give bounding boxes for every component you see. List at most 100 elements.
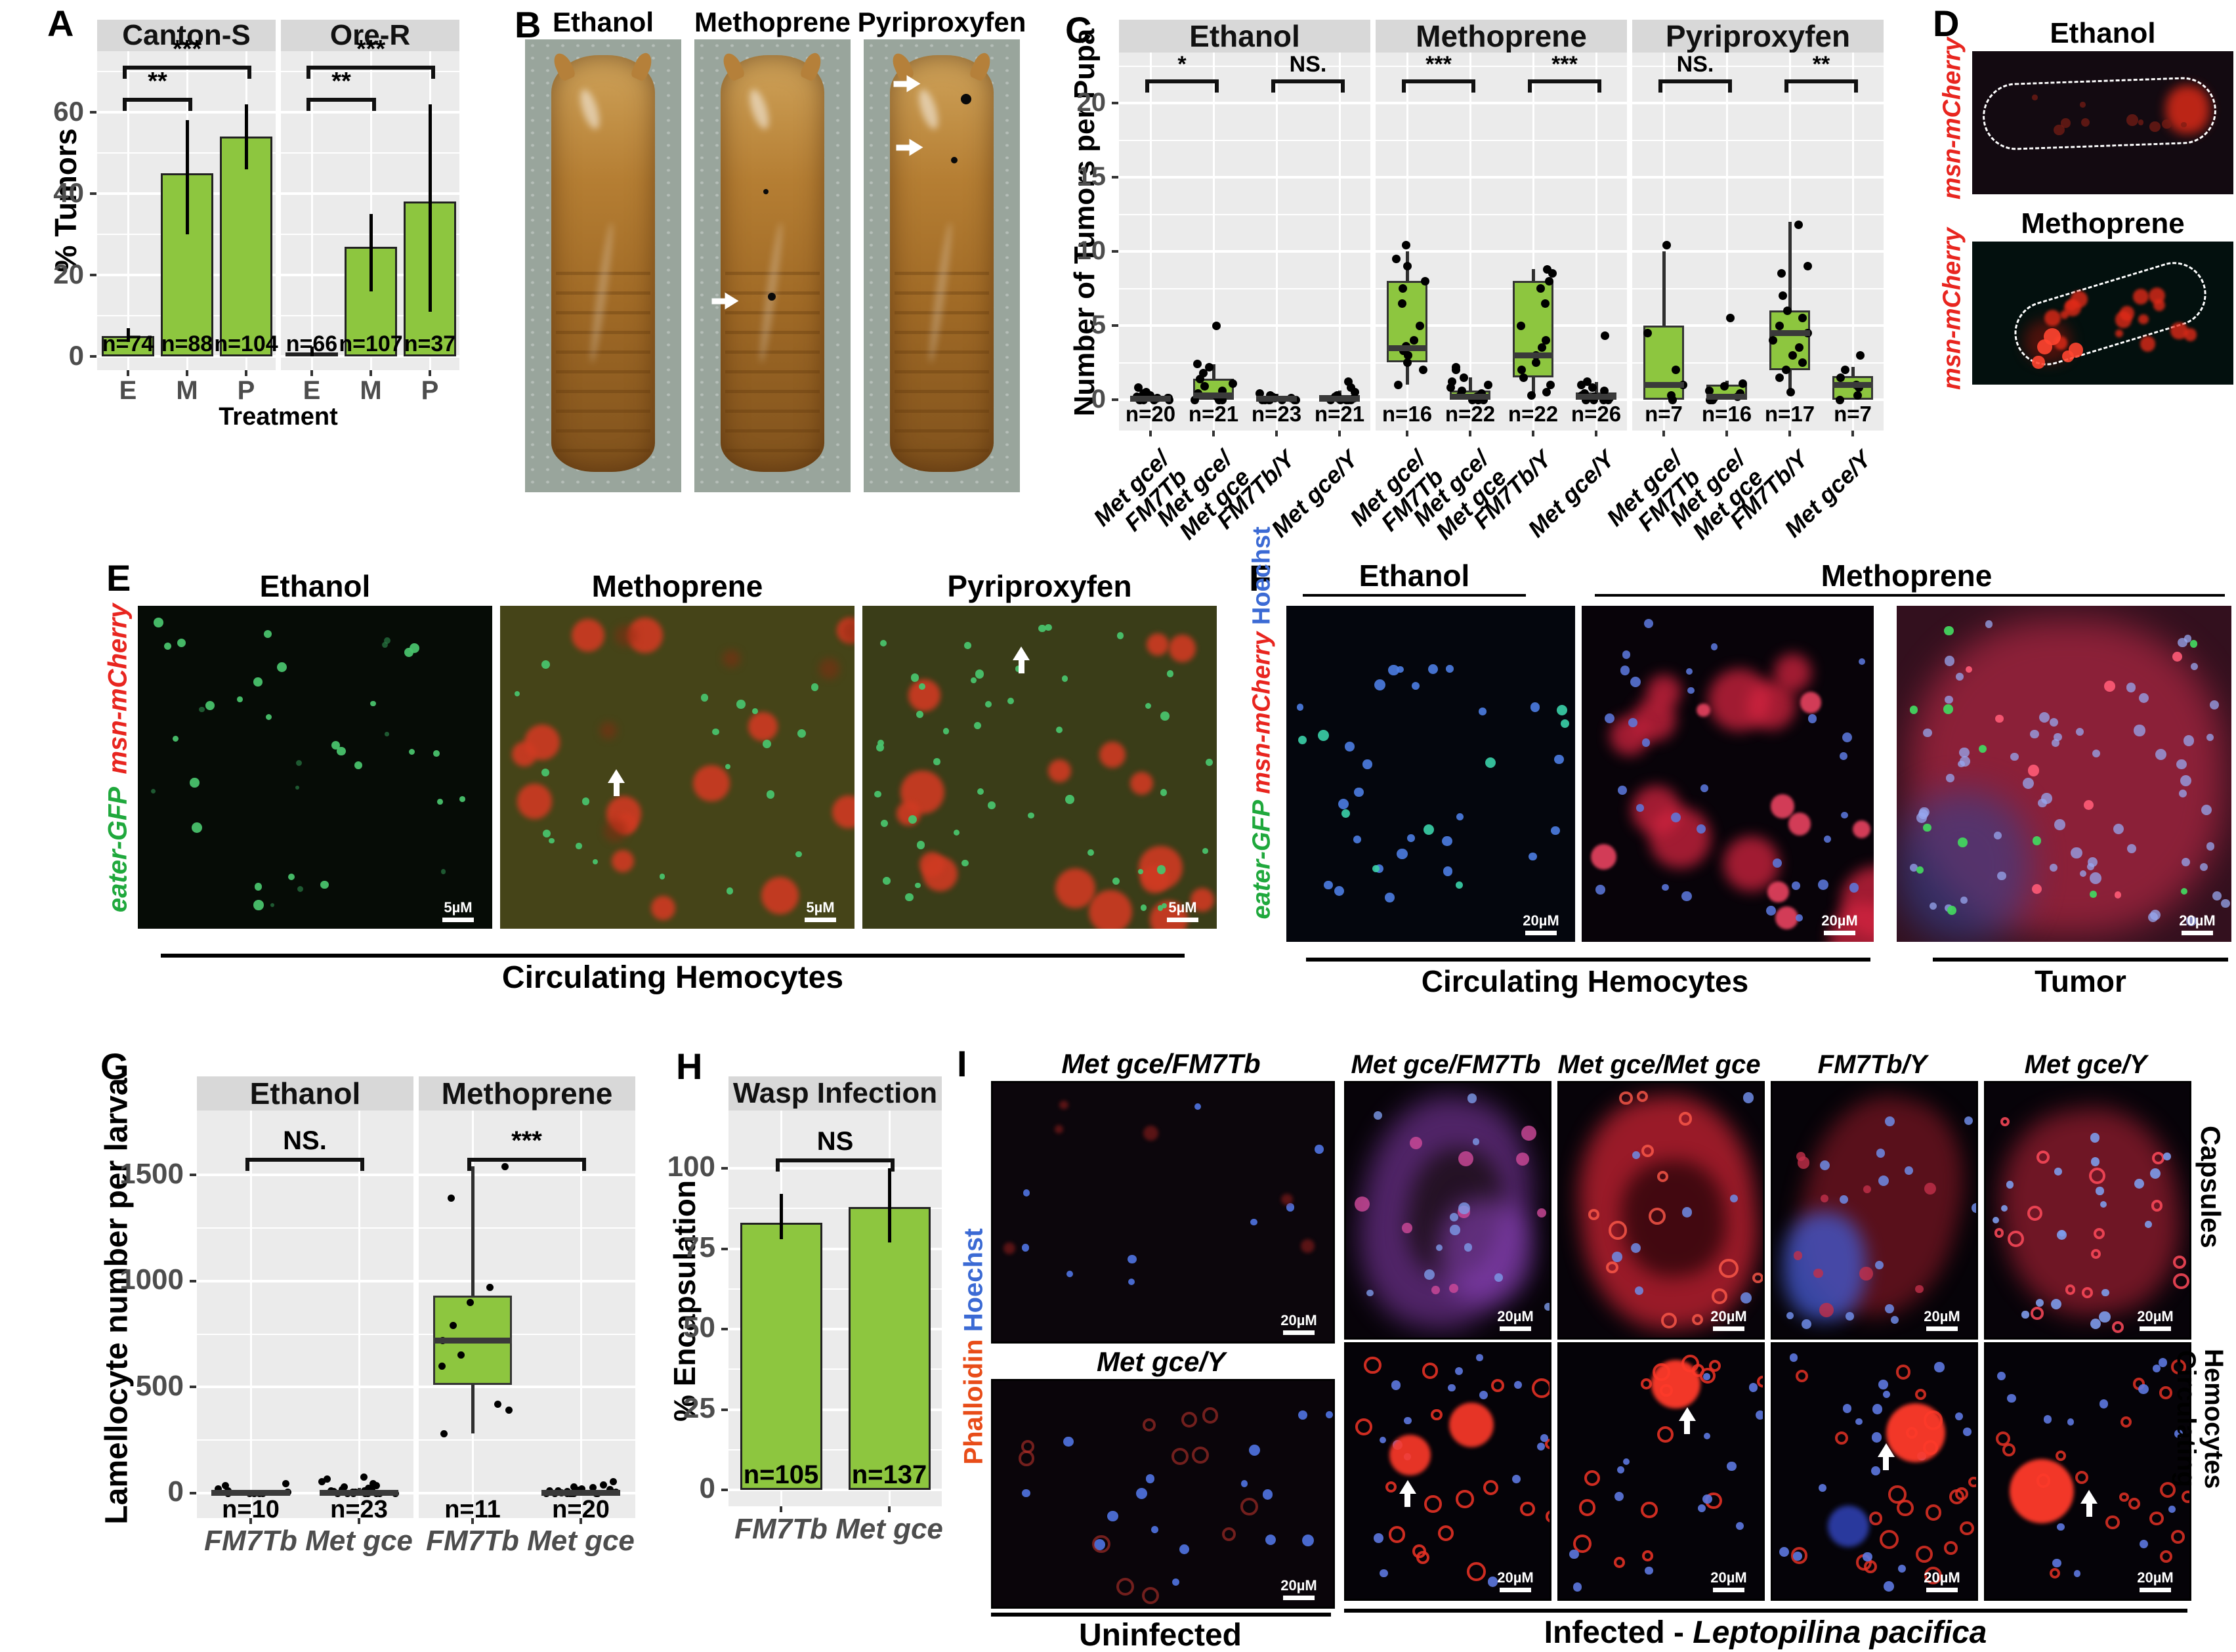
cell-dot xyxy=(1297,735,1307,744)
v-gridline xyxy=(358,1111,360,1518)
cell-dot xyxy=(650,896,675,921)
cell-dot xyxy=(1699,1368,1716,1384)
major-gridline xyxy=(1632,176,1884,179)
cell-dot xyxy=(712,729,719,736)
x-tick-mark xyxy=(1595,431,1597,436)
box-median xyxy=(1643,382,1684,389)
cell-dot xyxy=(1116,631,1124,639)
cell-dot xyxy=(1752,1272,1763,1284)
n-label: n=21 xyxy=(1188,402,1239,426)
v-gridline xyxy=(1276,53,1278,431)
scale-bar: 20µM xyxy=(1813,912,1866,935)
y-tick-mark xyxy=(1112,398,1118,401)
x-tick-mark xyxy=(1406,431,1408,436)
cell-dot xyxy=(1391,1380,1401,1390)
cell-dot xyxy=(1697,703,1710,717)
cell-dot xyxy=(1143,1125,1159,1141)
cell-dot xyxy=(2111,1321,2124,1333)
jitter-point xyxy=(1527,391,1536,400)
scale-bar-label: 20µM xyxy=(1924,1307,1960,1324)
y-tick-mark xyxy=(721,1328,728,1330)
cell-dot xyxy=(2002,1443,2016,1457)
channel-label-mcherry: msn-mCherry xyxy=(1938,227,1966,391)
major-gridline xyxy=(728,1167,942,1170)
cell-dot xyxy=(163,643,172,650)
cell-dot xyxy=(1604,713,1615,723)
cell-dot xyxy=(581,797,590,805)
cell-dot xyxy=(1972,1202,1976,1213)
cell-dot xyxy=(2181,1490,2189,1504)
error-bar xyxy=(310,346,314,356)
cell-dot xyxy=(2087,857,2098,867)
cell-dot xyxy=(320,880,329,889)
genotype-title: Met gce/Y xyxy=(1096,1346,1226,1377)
cell-dot xyxy=(1657,1170,1669,1182)
cell-dot xyxy=(2052,739,2060,747)
cell-dot xyxy=(1334,885,1344,897)
cell-dot xyxy=(2138,314,2149,325)
cell-dot xyxy=(751,708,758,714)
cell-dot xyxy=(1996,871,2006,881)
jitter-point xyxy=(1775,321,1784,330)
n-label: n=26 xyxy=(1571,402,1622,426)
cell-dot xyxy=(2179,789,2187,797)
jitter-point xyxy=(438,1362,446,1370)
cell-dot xyxy=(1551,826,1560,836)
cell-dot xyxy=(1066,1270,1074,1277)
cell-dot xyxy=(2006,1181,2014,1189)
jitter-point xyxy=(1840,366,1849,375)
cell-dot xyxy=(1634,1286,1644,1296)
cell-dot xyxy=(1364,1356,1382,1374)
tumor-spot xyxy=(763,188,769,194)
scale-bar: 20µM xyxy=(1702,1308,1755,1331)
cell-dot xyxy=(2054,732,2063,742)
x-tick-mark xyxy=(580,1518,582,1524)
sig-label: *** xyxy=(356,35,386,63)
cell-dot xyxy=(1298,1410,1308,1420)
cell-dot xyxy=(1614,1557,1626,1568)
cell-dot xyxy=(1485,757,1496,768)
facet-panel xyxy=(197,1111,413,1518)
cell-dot xyxy=(2049,1567,2061,1578)
x-tick-mark xyxy=(471,1518,474,1524)
cell-dot xyxy=(2054,125,2065,136)
cell-dot xyxy=(1770,794,1794,818)
panel-H: H % Encapsulation 0 25 50 75 100 Wasp Infectio… xyxy=(666,1047,948,1585)
jitter-point xyxy=(1781,366,1790,375)
cell-dot xyxy=(1431,1285,1440,1294)
cell-dot xyxy=(1871,1431,1882,1443)
major-gridline xyxy=(419,1492,635,1494)
cell-dot xyxy=(1923,728,1932,738)
cell-dot xyxy=(1456,813,1464,821)
cell-dot xyxy=(1338,799,1349,810)
treatment-title: Methoprene xyxy=(2021,207,2185,240)
panel-D: D Ethanol msn-mCherry Methoprene msn-mCherr… xyxy=(1926,0,2236,509)
jitter-point xyxy=(1447,377,1456,387)
major-gridline xyxy=(1119,398,1370,401)
cell-dot xyxy=(2054,818,2066,830)
box-median xyxy=(1193,392,1234,399)
x-tick-mark xyxy=(1338,431,1341,436)
treatment-title: Pyriproxyfen xyxy=(857,7,1026,37)
minor-gridline xyxy=(1632,287,1884,289)
jitter-point xyxy=(1228,379,1237,388)
cell-dot xyxy=(1511,1475,1521,1484)
n-label: n=7 xyxy=(1645,402,1683,426)
major-gridline xyxy=(728,1328,942,1330)
cell-dot xyxy=(2120,1416,2132,1428)
cell-dot xyxy=(2128,1497,2140,1510)
jitter-point xyxy=(1418,366,1427,375)
cell-dot xyxy=(2090,1319,2101,1329)
cell-dot xyxy=(1202,1407,1219,1424)
caption-underline xyxy=(991,1613,1331,1617)
cell-dot xyxy=(2090,1157,2100,1166)
cell-dot xyxy=(1807,714,1817,724)
cell-dot xyxy=(1529,852,1537,861)
jitter-point xyxy=(505,1407,513,1414)
pupa-horn xyxy=(551,51,577,83)
cell-dot xyxy=(2056,1451,2067,1462)
cell-dot xyxy=(1813,1268,1823,1279)
cell-dot xyxy=(1871,1466,1881,1475)
cell-dot xyxy=(615,625,637,647)
